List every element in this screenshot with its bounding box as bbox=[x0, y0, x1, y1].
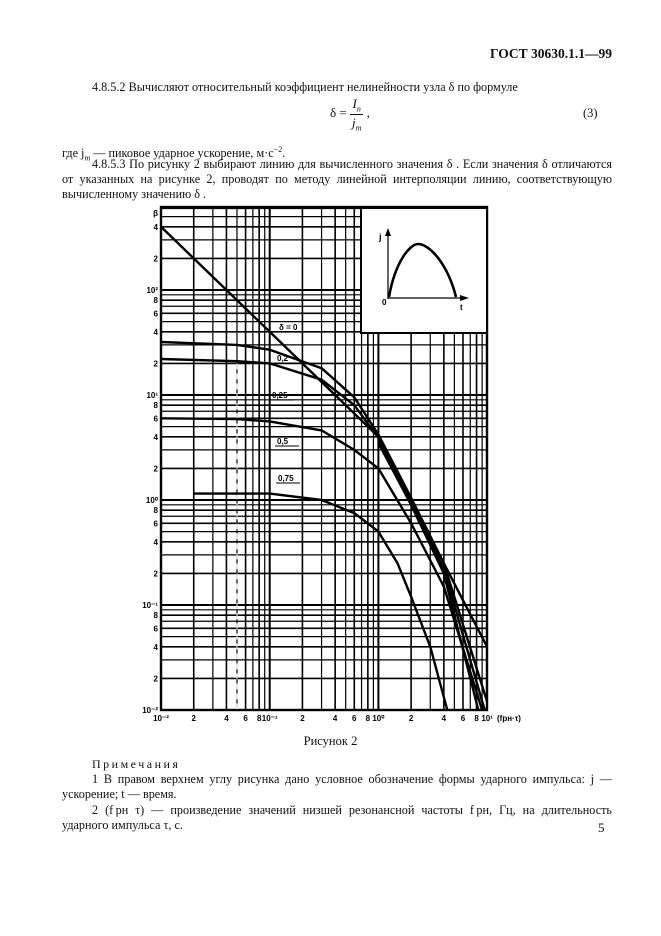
formula-denominator-sub: m bbox=[355, 123, 362, 133]
paragraph-4853: 4.8.5.3 По рисунку 2 выбирают линию для … bbox=[62, 157, 612, 201]
page-number: 5 bbox=[598, 820, 605, 835]
y-tick-label: 2 bbox=[154, 674, 159, 683]
y-tick-label: 2 bbox=[154, 254, 159, 263]
where-prefix: где j bbox=[62, 146, 85, 161]
curve-label: 0,2 bbox=[277, 354, 289, 363]
figure-2-chart: δ = 00,20,250,50,75β4210²864210¹864210⁰8… bbox=[142, 205, 521, 723]
y-tick-label: 8 bbox=[154, 611, 159, 620]
x-tick-label: 6 bbox=[352, 714, 357, 723]
curve-extra bbox=[377, 442, 480, 711]
formula-numerator: I bbox=[352, 96, 357, 111]
x-tick-label: 6 bbox=[243, 714, 248, 723]
formula-trail: , bbox=[366, 105, 370, 121]
chart-curves bbox=[160, 225, 489, 711]
y-tick-label: 2 bbox=[154, 464, 159, 473]
x-tick-label: 8 bbox=[366, 714, 371, 723]
x-tick-label: 10⁻¹ bbox=[262, 714, 278, 723]
formula-denominator: j bbox=[351, 114, 356, 130]
y-tick-label: 4 bbox=[154, 433, 159, 442]
y-tick-label: 10⁰ bbox=[146, 496, 159, 505]
where-end: . bbox=[282, 146, 286, 161]
y-tick-label: 10² bbox=[146, 286, 158, 295]
x-tick-label: 4 bbox=[442, 714, 447, 723]
curve-0,75 bbox=[193, 492, 449, 711]
formula-numerator-sub: n bbox=[356, 104, 361, 114]
y-tick-label: 4 bbox=[154, 538, 159, 547]
x-tick-label: 2 bbox=[191, 714, 196, 723]
paragraph-4852: 4.8.5.2 Вычисляют относительный коэффици… bbox=[92, 80, 518, 94]
standard-header: ГОСТ 30630.1.1—99 bbox=[489, 46, 612, 61]
where-rest: — пиковое ударное ускорение, м·с bbox=[90, 146, 274, 161]
curve-label: 0,5 bbox=[277, 437, 289, 446]
y-tick-label: 10⁻² bbox=[142, 706, 158, 715]
curve-0,2 bbox=[160, 340, 489, 703]
curve-label: 0,75 bbox=[278, 474, 294, 483]
inset-origin-label: 0 bbox=[382, 298, 387, 307]
note-2: 2 (f рн τ) — произведение значений низше… bbox=[62, 803, 612, 832]
y-tick-label: 8 bbox=[154, 401, 159, 410]
curve-label: δ = 0 bbox=[279, 323, 298, 332]
y-tick-label: 10⁻¹ bbox=[142, 601, 158, 610]
pulse-shape-inset: j 0 t bbox=[360, 207, 488, 334]
x-tick-label: 2 bbox=[300, 714, 305, 723]
x-tick-label: 10⁻² bbox=[153, 714, 169, 723]
y-tick-label: 6 bbox=[154, 414, 159, 423]
inset-x-label: t bbox=[460, 303, 463, 312]
x-tick-label: 2 bbox=[409, 714, 414, 723]
formula-fraction: In jm bbox=[349, 96, 364, 133]
inset-y-label: j bbox=[378, 232, 382, 242]
y-tick-label: 6 bbox=[154, 624, 159, 633]
x-tick-label: 8 bbox=[257, 714, 262, 723]
where-sub: m bbox=[84, 153, 91, 163]
x-tick-label: 6 bbox=[461, 714, 466, 723]
y-tick-label: 4 bbox=[154, 223, 159, 232]
y-tick-label: β bbox=[153, 209, 158, 218]
x-axis-label: (fрн·τ) bbox=[497, 714, 521, 723]
y-tick-label: 4 bbox=[154, 643, 159, 652]
x-tick-label: 10¹ bbox=[481, 714, 493, 723]
curve-label: 0,25 bbox=[272, 391, 288, 400]
y-tick-label: 6 bbox=[154, 519, 159, 528]
notes-title: Примечания bbox=[92, 757, 181, 771]
equation-number: (3) bbox=[583, 106, 598, 120]
y-tick-label: 4 bbox=[154, 328, 159, 337]
note-1: 1 В правом верхнем углу рисунка дано усл… bbox=[62, 772, 612, 801]
curve-0,5 bbox=[160, 417, 484, 711]
where-line: где jm — пиковое ударное ускорение, м·с−… bbox=[62, 142, 285, 166]
y-tick-label: 8 bbox=[154, 506, 159, 515]
formula-3: δ = In jm , bbox=[330, 96, 370, 132]
chart-grid bbox=[159, 205, 489, 712]
x-tick-label: 4 bbox=[333, 714, 338, 723]
formula-lhs: δ = bbox=[330, 105, 347, 121]
y-tick-label: 6 bbox=[154, 309, 159, 318]
x-tick-label: 4 bbox=[224, 714, 229, 723]
where-sup: −2 bbox=[273, 145, 283, 154]
y-tick-label: 2 bbox=[154, 359, 159, 368]
y-tick-label: 2 bbox=[154, 569, 159, 578]
curve-0,25 bbox=[160, 357, 486, 711]
x-tick-label: 8 bbox=[474, 714, 479, 723]
y-tick-label: 8 bbox=[154, 296, 159, 305]
x-tick-label: 10⁰ bbox=[372, 714, 385, 723]
chart-labels: δ = 00,20,250,50,75β4210²864210¹864210⁰8… bbox=[142, 209, 521, 723]
y-tick-label: 10¹ bbox=[146, 391, 158, 400]
figure-caption: Рисунок 2 bbox=[303, 734, 358, 748]
